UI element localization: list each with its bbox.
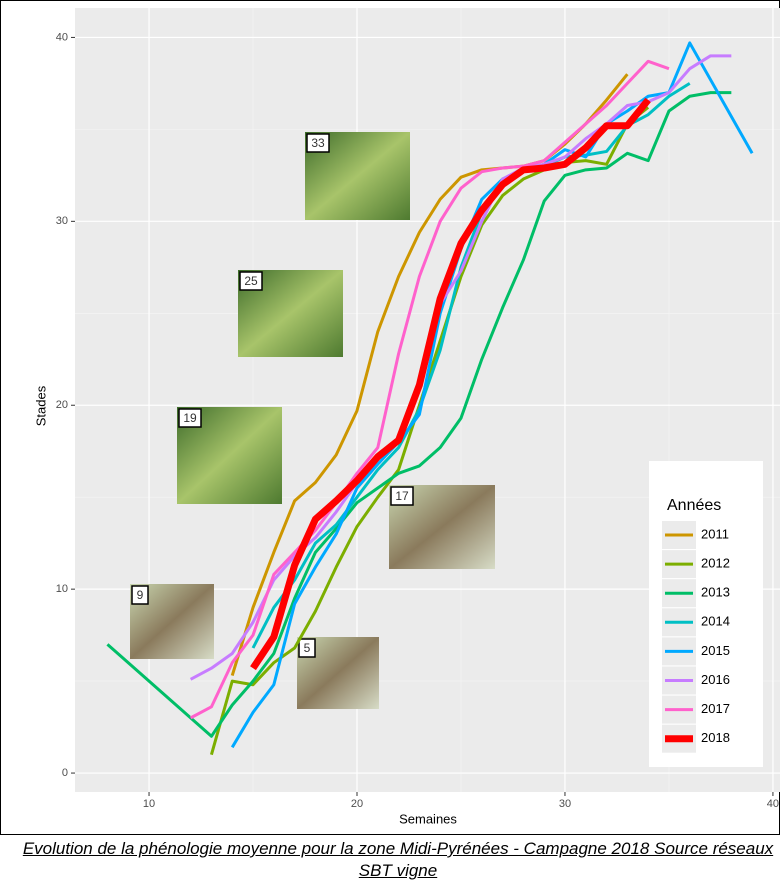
legend-label: 2014 xyxy=(701,614,730,629)
stage-label: 17 xyxy=(395,489,409,503)
legend-label: 2013 xyxy=(701,585,730,600)
stage-label: 5 xyxy=(304,641,311,655)
series-line xyxy=(209,106,650,756)
stage-label-box xyxy=(131,585,149,605)
legend-label: 2018 xyxy=(701,730,730,745)
series-line xyxy=(250,97,651,671)
caption: Evolution de la phénologie moyenne pour … xyxy=(22,839,774,880)
legend-label: 2011 xyxy=(701,526,729,541)
x-tick-label: 20 xyxy=(351,798,363,810)
y-tick-label: 30 xyxy=(56,215,68,227)
series-line xyxy=(251,82,691,649)
stage-label: 19 xyxy=(183,411,197,425)
x-tick-label: 30 xyxy=(559,798,571,810)
stage-label-box xyxy=(298,638,316,658)
x-tick-label: 40 xyxy=(767,798,779,810)
y-tick-label: 0 xyxy=(62,767,68,779)
series-line xyxy=(106,91,732,738)
stage-label-box xyxy=(306,133,330,153)
stage-label: 25 xyxy=(244,274,258,288)
legend-label: 2017 xyxy=(701,701,730,716)
legend-label: 2016 xyxy=(701,672,730,687)
y-tick-label: 10 xyxy=(56,583,68,595)
y-tick-label: 40 xyxy=(56,31,68,43)
x-axis-title: Semaines xyxy=(399,811,457,826)
y-tick-label: 20 xyxy=(56,399,68,411)
series-line xyxy=(189,59,670,720)
y-axis-title: Stades xyxy=(33,385,48,426)
stage-label-box xyxy=(390,486,414,506)
legend-title: Années xyxy=(667,497,721,514)
stage-label-box xyxy=(178,408,202,428)
x-tick-label: 10 xyxy=(143,798,155,810)
stage-label: 9 xyxy=(137,588,144,602)
legend-label: 2012 xyxy=(701,556,730,571)
legend-label: 2015 xyxy=(701,643,730,658)
stage-label-box xyxy=(239,271,263,291)
stage-label: 33 xyxy=(311,136,325,150)
